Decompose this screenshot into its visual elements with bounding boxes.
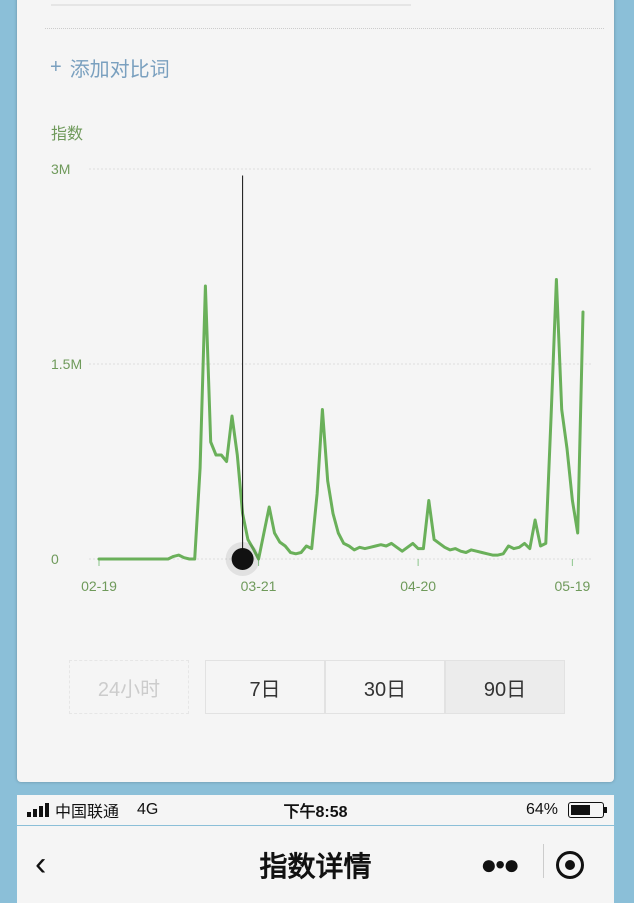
index-line-chart[interactable]: 3M 1.5M 0 02-19 03-21 04-20 05-19 (17, 0, 614, 610)
target-icon[interactable] (556, 850, 584, 879)
signal-icon (27, 803, 49, 817)
y-tick-label: 3M (51, 161, 70, 177)
y-tick-label: 1.5M (51, 356, 82, 372)
range-24h[interactable]: 24小时 (69, 660, 189, 714)
capsule-divider (543, 844, 544, 878)
page-title: 指数详情 (259, 850, 372, 882)
y-tick-label: 0 (51, 551, 59, 567)
cursor-dot (231, 548, 254, 570)
time-range-selector: 24小时 7日 30日 90日 (69, 660, 565, 714)
nav-bar: ‹ 指数详情 ●•● (17, 826, 614, 903)
series-line (97, 278, 585, 561)
range-90d[interactable]: 90日 (445, 660, 565, 714)
plus-icon: + (50, 56, 62, 78)
battery-icon (568, 802, 607, 818)
x-tick-label: 04-20 (400, 578, 436, 594)
truncated-text-line (51, 0, 411, 6)
chevron-left-icon[interactable]: ‹ (35, 845, 47, 883)
x-tick-label: 05-19 (554, 578, 590, 594)
network-type: 4G (137, 801, 159, 818)
x-tick-label: 03-21 (241, 578, 277, 594)
index-chart-panel: + 添加对比词 指数 3M 1.5M 0 02-19 03-21 04-20 05-19 … (17, 0, 614, 782)
divider (45, 28, 604, 29)
more-dots-icon[interactable]: ●•● (480, 848, 520, 880)
add-compare-button[interactable]: + 添加对比词 (50, 53, 170, 82)
battery-percent: 64% (525, 801, 558, 818)
carrier-name: 中国联通 (55, 804, 120, 821)
status-bar: 中国联通 4G 下午8:58 64% (17, 795, 614, 825)
range-30d[interactable]: 30日 (325, 660, 445, 714)
x-tick-label: 02-19 (81, 578, 117, 594)
add-compare-label: 添加对比词 (69, 59, 170, 81)
y-axis-title: 指数 (51, 126, 84, 143)
range-7d[interactable]: 7日 (205, 660, 325, 714)
